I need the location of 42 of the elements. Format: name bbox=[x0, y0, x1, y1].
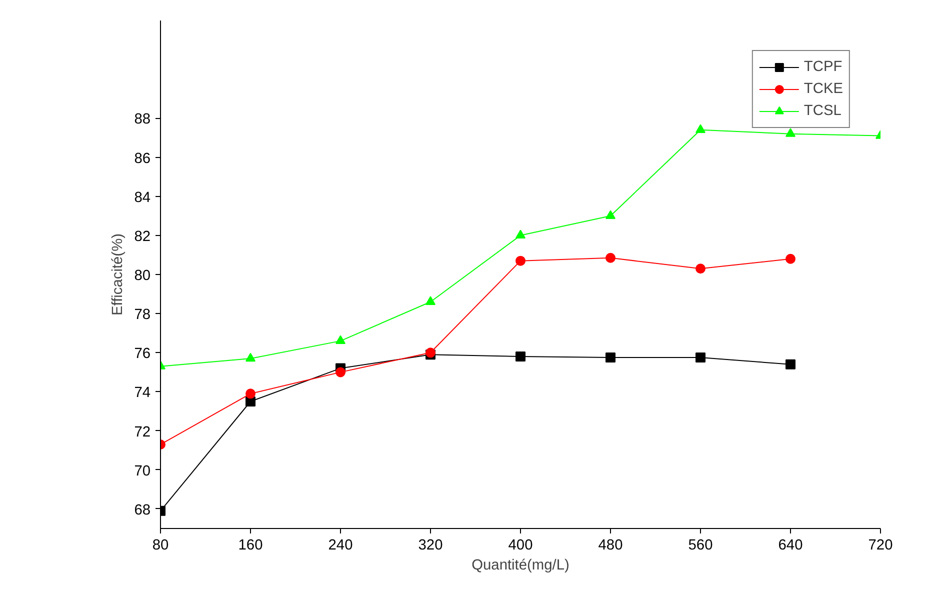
point bbox=[696, 124, 706, 134]
x-axis-title: Quantité(mg/L) bbox=[472, 558, 570, 574]
y-tick-label: 74 bbox=[134, 385, 151, 402]
point bbox=[246, 352, 256, 362]
y-tick-label: 72 bbox=[134, 424, 151, 440]
point bbox=[246, 388, 256, 399]
point bbox=[606, 352, 616, 363]
legend-label: TCKE bbox=[804, 81, 843, 97]
point bbox=[426, 296, 436, 305]
point bbox=[516, 256, 526, 266]
x-tick-label: 720 bbox=[868, 538, 893, 554]
y-tick-label: 82 bbox=[134, 228, 151, 245]
y-axis-title: Efficacité(%) bbox=[110, 233, 126, 316]
y-tick-label: 84 bbox=[134, 190, 151, 206]
y-tick-label: 70 bbox=[134, 463, 151, 480]
legend-label: TCSL bbox=[804, 103, 842, 119]
x-tick-label: 320 bbox=[418, 538, 443, 554]
x-tick-label: 560 bbox=[688, 538, 713, 554]
point bbox=[606, 210, 616, 219]
point bbox=[786, 359, 796, 370]
y-tick-label: 68 bbox=[134, 502, 151, 518]
point bbox=[606, 252, 616, 263]
legend-label: TCPF bbox=[804, 59, 842, 75]
y-tick-label: 76 bbox=[134, 346, 151, 362]
point bbox=[696, 352, 706, 363]
x-tick-label: 640 bbox=[778, 538, 803, 554]
point bbox=[696, 264, 706, 274]
x-tick-label: 80 bbox=[152, 538, 169, 554]
point bbox=[336, 335, 346, 344]
x-tick-label: 400 bbox=[508, 538, 533, 554]
point bbox=[516, 352, 526, 362]
y-tick-label: 86 bbox=[134, 150, 151, 167]
point bbox=[516, 230, 526, 239]
point bbox=[786, 254, 796, 264]
point bbox=[786, 128, 796, 137]
y-tick-label: 80 bbox=[134, 268, 151, 284]
y-tick-label: 88 bbox=[134, 112, 151, 128]
x-tick-label: 480 bbox=[598, 538, 623, 554]
point bbox=[336, 367, 346, 378]
x-tick-label: 160 bbox=[238, 538, 263, 554]
x-tick-label: 240 bbox=[328, 538, 353, 554]
y-tick-label: 78 bbox=[134, 307, 151, 324]
